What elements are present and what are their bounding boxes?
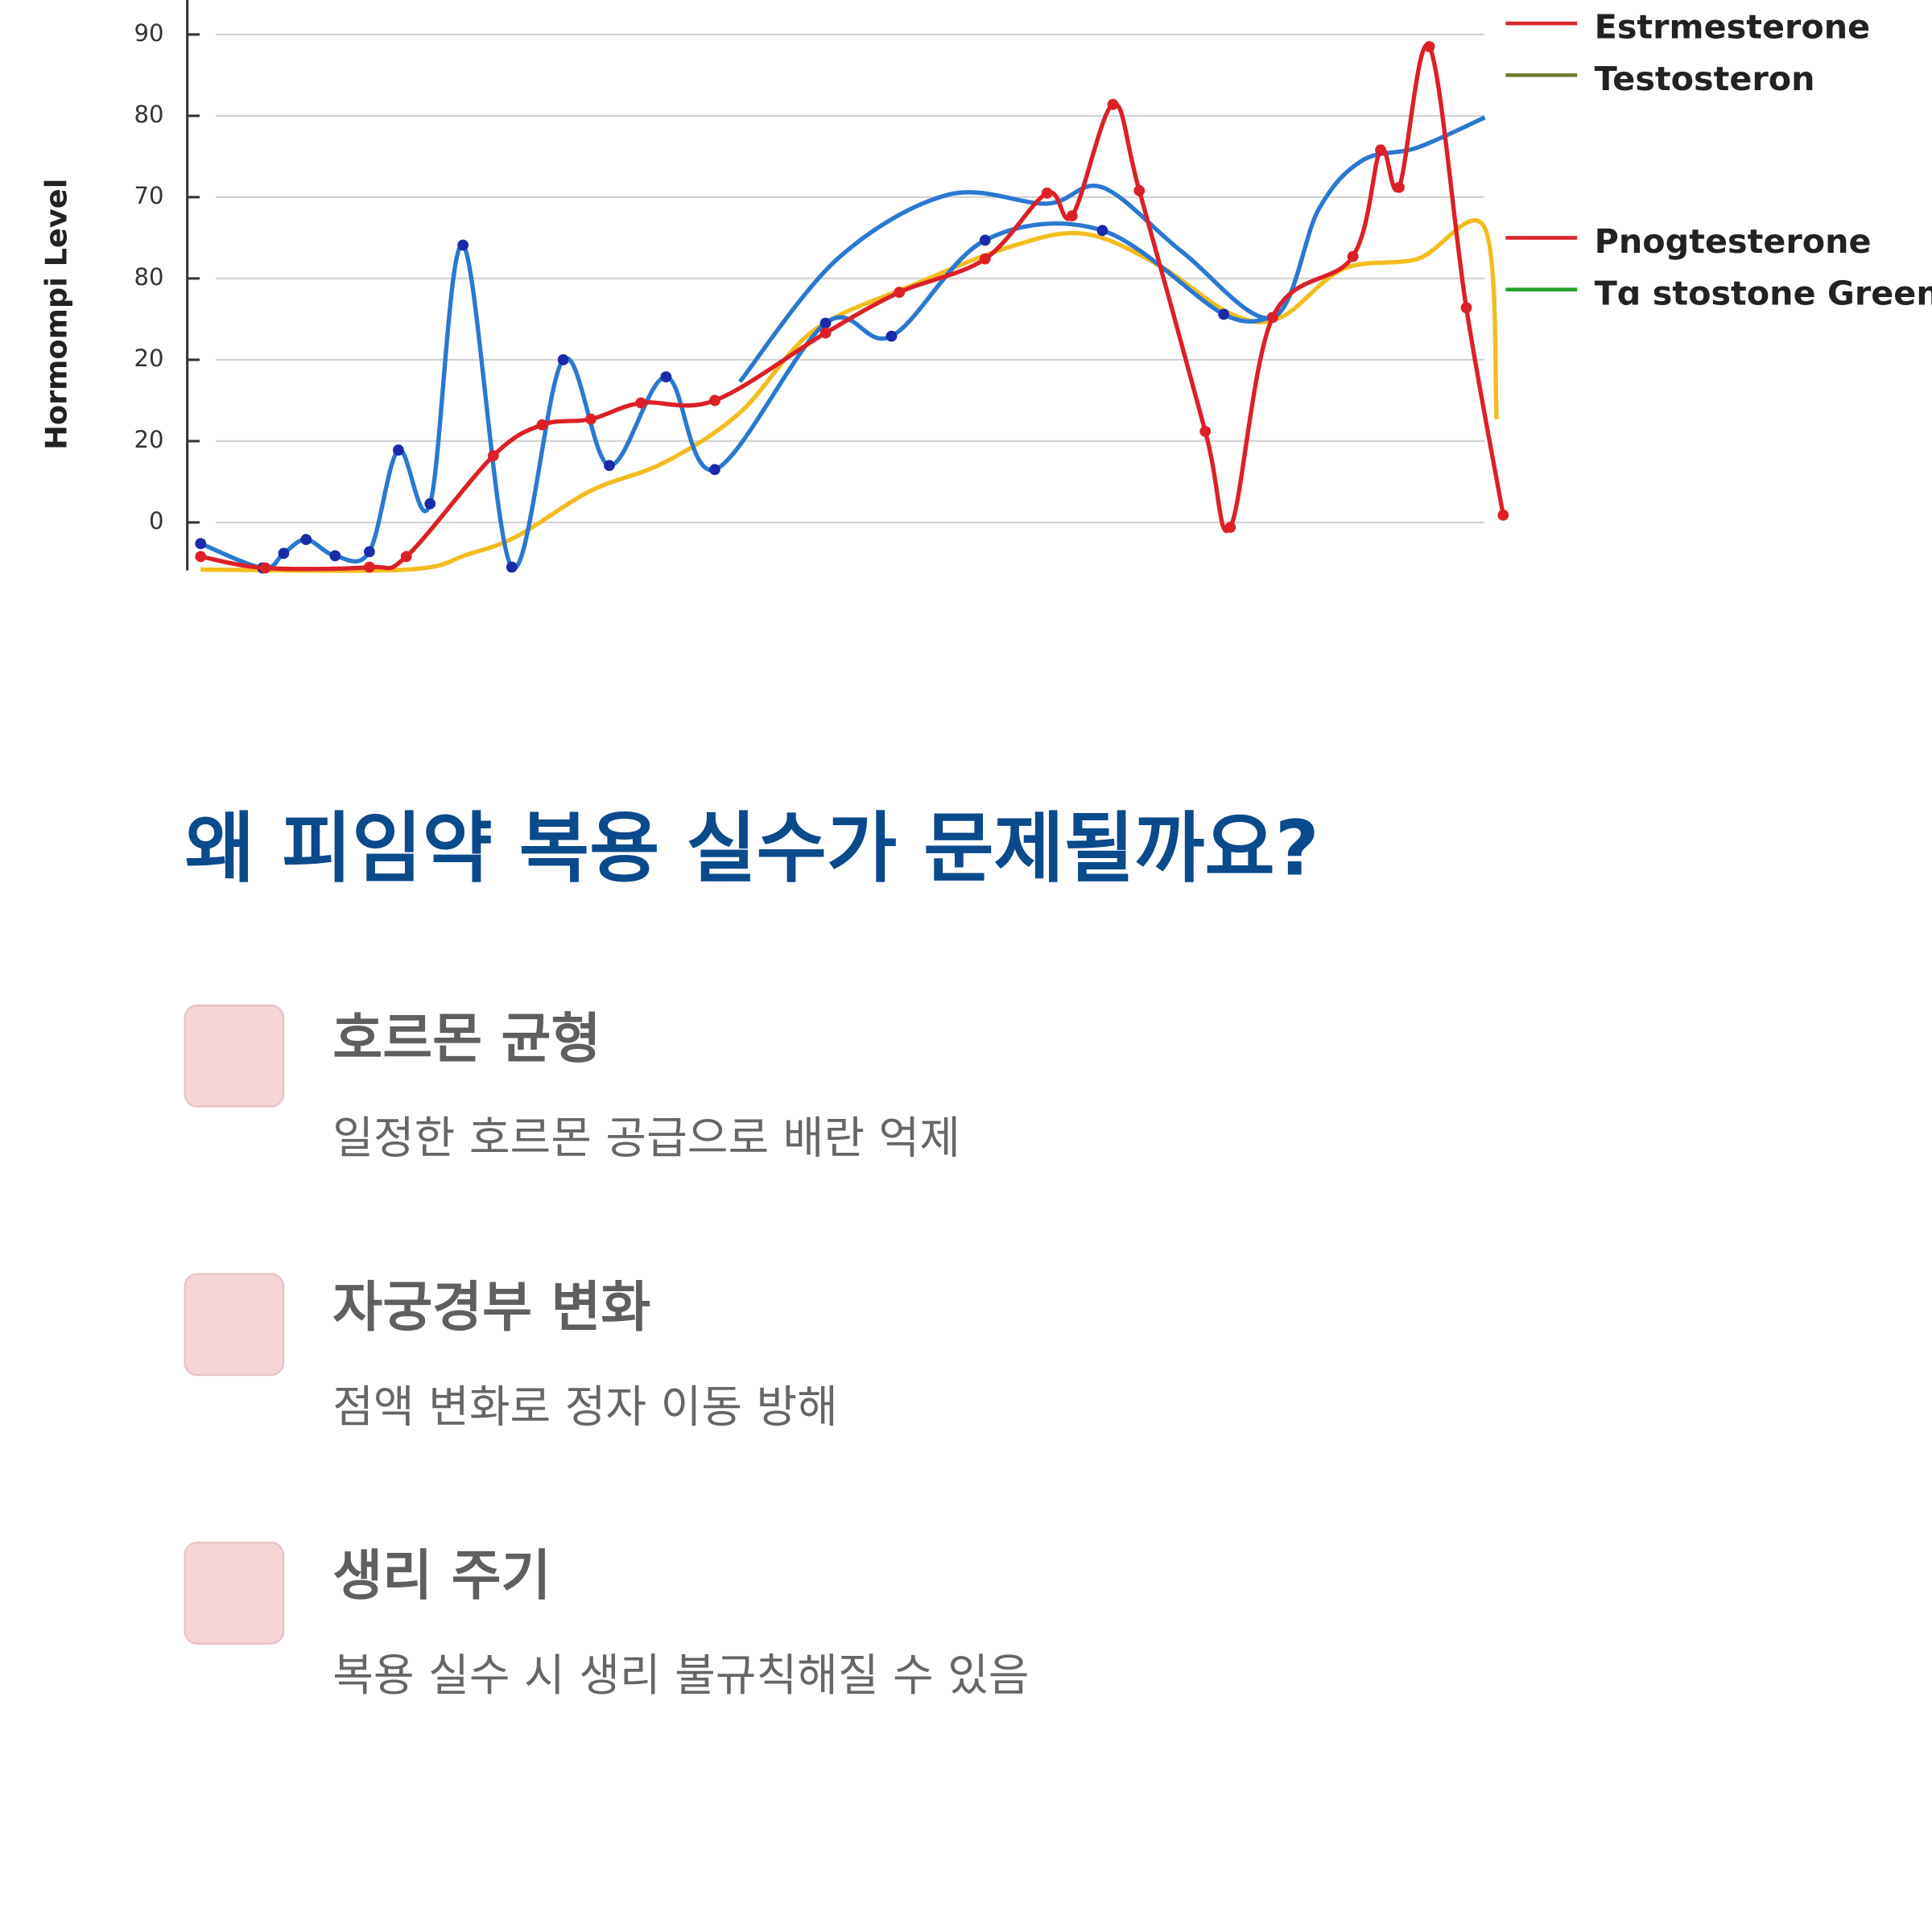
- data-point: [1199, 425, 1212, 437]
- data-point: [819, 317, 832, 329]
- data-point: [259, 562, 271, 574]
- data-point: [363, 561, 375, 573]
- data-point: [1423, 41, 1435, 52]
- data-point: [709, 464, 720, 476]
- data-point: [1041, 187, 1053, 199]
- item-icon: [184, 1542, 285, 1645]
- data-point: [400, 551, 412, 563]
- y-tick-label: 0: [149, 507, 164, 535]
- y-tick-label: 20: [134, 426, 164, 453]
- y-tick-label: 20: [134, 345, 164, 372]
- data-point: [1266, 312, 1278, 324]
- y-tick-label: 80: [134, 263, 164, 291]
- item-title: 생리 주기: [332, 1544, 551, 1608]
- data-point: [894, 287, 906, 298]
- data-point: [585, 413, 597, 425]
- data-point: [979, 234, 991, 246]
- item-icon: [184, 1004, 285, 1108]
- series-line: [200, 218, 1499, 573]
- data-point: [1497, 510, 1509, 521]
- y-tick-label: 80: [134, 101, 164, 128]
- heading: 왜 피임약 복용 실수가 문제될까요?: [185, 805, 1319, 894]
- data-point: [1224, 522, 1236, 533]
- item-description: 일정한 호르몬 공급으로 배란 억제: [332, 1113, 960, 1164]
- legend-label: Estrmesterone: [1595, 8, 1871, 47]
- data-point: [363, 546, 375, 558]
- item-description: 점액 변화로 정자 이동 방해: [332, 1381, 838, 1432]
- data-point: [604, 460, 615, 472]
- y-tick-label: 90: [134, 19, 164, 47]
- data-point: [195, 538, 207, 550]
- item-title: 자궁경부 변화: [332, 1275, 650, 1339]
- data-point: [1393, 181, 1405, 193]
- data-point: [979, 253, 991, 265]
- item-title: 호르몬 균형: [332, 1006, 601, 1070]
- y-tick-label: 70: [134, 182, 164, 209]
- data-point: [536, 419, 548, 431]
- data-point: [635, 397, 647, 409]
- data-point: [506, 561, 518, 573]
- data-point: [278, 547, 290, 559]
- legend-label: Tɑ stostone Green: [1595, 274, 1932, 312]
- data-point: [886, 330, 898, 342]
- legend-label: Pnogtesterone: [1595, 222, 1872, 261]
- data-point: [1218, 308, 1230, 320]
- data-point: [195, 551, 207, 563]
- data-point: [1096, 225, 1108, 237]
- item-description: 복용 실수 시 생리 불규칙해질 수 있음: [332, 1649, 1029, 1701]
- series-line: [200, 221, 1273, 571]
- data-point: [329, 550, 341, 562]
- data-point: [1375, 144, 1386, 156]
- data-point: [1133, 184, 1146, 196]
- data-point: [457, 239, 469, 251]
- item-icon: [184, 1273, 285, 1377]
- data-point: [1107, 98, 1119, 110]
- data-point: [393, 444, 404, 456]
- data-point: [557, 354, 569, 365]
- data-point: [424, 497, 436, 510]
- chart: Hormompi Level 90 80 70 80 20 20 0 Estrmesteron…: [39, 0, 1932, 574]
- data-point: [1347, 250, 1359, 262]
- data-point: [1066, 210, 1078, 222]
- data-point: [300, 534, 312, 546]
- y-axis-label: Hormompi Level: [39, 179, 73, 450]
- data-point: [709, 394, 720, 407]
- series-line: [200, 42, 1505, 572]
- data-point: [660, 371, 672, 383]
- series-line: [737, 115, 1486, 383]
- data-point: [819, 327, 832, 339]
- data-point: [1460, 302, 1472, 314]
- data-point: [487, 450, 499, 462]
- legend-label: Testosteron: [1595, 60, 1815, 98]
